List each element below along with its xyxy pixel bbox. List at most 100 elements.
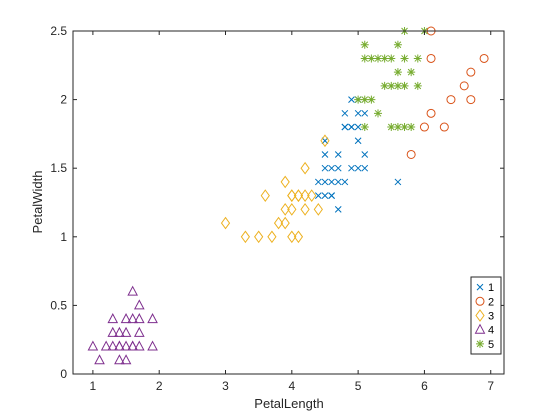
y-tick-label: 0 bbox=[60, 367, 67, 381]
data-point-series-4 bbox=[133, 299, 145, 310]
data-point-series-3 bbox=[293, 230, 304, 244]
data-point-series-1 bbox=[328, 192, 335, 199]
data-point-series-3 bbox=[300, 189, 310, 202]
data-point-series-5 bbox=[354, 95, 363, 104]
x-tick-label: 4 bbox=[288, 379, 295, 393]
data-point-series-4 bbox=[127, 313, 139, 324]
data-point-series-3 bbox=[307, 189, 317, 202]
data-point-series-4 bbox=[120, 326, 132, 337]
data-point-series-5 bbox=[374, 54, 383, 63]
data-point-series-4 bbox=[133, 326, 145, 337]
data-point-series-1 bbox=[334, 206, 342, 213]
data-point-series-3 bbox=[273, 216, 284, 230]
data-point-series-5 bbox=[413, 54, 422, 63]
data-point-series-3 bbox=[267, 230, 277, 244]
x-axis: 1 2 3 4 5 6 7 bbox=[90, 31, 494, 393]
data-point-series-4 bbox=[107, 326, 119, 337]
data-point-series-5 bbox=[374, 109, 383, 118]
data-point-series-4 bbox=[94, 354, 105, 365]
data-point-series-5 bbox=[393, 123, 402, 132]
data-point-series-5 bbox=[393, 81, 402, 90]
data-point-series-1 bbox=[361, 109, 369, 117]
data-point-series-4 bbox=[127, 285, 139, 296]
data-point-series-1 bbox=[328, 178, 335, 186]
x-axis-label: PetalLength bbox=[254, 396, 323, 411]
data-point-series-1 bbox=[334, 151, 342, 158]
data-point-series-3 bbox=[280, 175, 290, 189]
data-point-series-5 bbox=[360, 54, 369, 63]
data-point-series-1 bbox=[361, 164, 369, 172]
y-tick-label: 1.5 bbox=[50, 161, 67, 175]
legend-label-1: 1 bbox=[488, 282, 494, 294]
data-point-series-3 bbox=[313, 203, 323, 216]
data-point-series-2 bbox=[419, 122, 429, 132]
data-point-series-5 bbox=[367, 54, 376, 63]
x-tick-label: 6 bbox=[421, 379, 428, 393]
data-point-series-5 bbox=[360, 40, 369, 49]
legend-marker-5 bbox=[476, 339, 484, 348]
plot-area-frame bbox=[72, 30, 505, 375]
data-point-series-5 bbox=[407, 123, 416, 132]
data-point-series-1 bbox=[314, 178, 322, 186]
x-tick-label: 5 bbox=[355, 379, 362, 393]
legend-label-3: 3 bbox=[488, 311, 494, 323]
data-point-series-3 bbox=[240, 230, 251, 244]
data-point-series-5 bbox=[367, 95, 376, 104]
data-point-series-3 bbox=[220, 216, 231, 230]
data-point-series-1 bbox=[361, 151, 369, 158]
data-point-series-3 bbox=[300, 203, 310, 216]
data-marks bbox=[87, 26, 489, 365]
data-point-series-1 bbox=[341, 123, 349, 131]
legend: 1 2 3 4 5 bbox=[470, 276, 502, 355]
data-point-series-2 bbox=[479, 53, 489, 63]
data-point-series-4 bbox=[120, 354, 132, 365]
legend-label-2: 2 bbox=[488, 296, 494, 308]
data-point-series-5 bbox=[400, 54, 409, 63]
data-point-series-1 bbox=[334, 178, 342, 186]
data-point-series-4 bbox=[87, 340, 99, 351]
data-point-series-1 bbox=[341, 178, 349, 186]
data-point-series-1 bbox=[354, 137, 362, 145]
data-point-series-4 bbox=[107, 313, 119, 324]
data-point-series-1 bbox=[354, 123, 362, 131]
data-point-series-4 bbox=[147, 313, 158, 324]
data-point-series-5 bbox=[380, 81, 389, 90]
data-point-series-4 bbox=[120, 313, 132, 324]
data-point-series-2 bbox=[426, 53, 436, 63]
data-point-series-5 bbox=[387, 123, 396, 132]
data-point-series-1 bbox=[348, 123, 355, 131]
data-point-series-3 bbox=[260, 189, 270, 202]
data-point-series-5 bbox=[413, 81, 422, 90]
y-tick-label: 2.5 bbox=[50, 24, 67, 38]
data-point-series-4 bbox=[127, 340, 139, 351]
legend-marker-2 bbox=[475, 296, 485, 306]
y-axis-label: PetalWidth bbox=[30, 171, 45, 234]
data-point-series-1 bbox=[394, 178, 402, 186]
legend-marker-4 bbox=[474, 323, 486, 334]
x-tick-label: 7 bbox=[487, 379, 494, 393]
x-tick-label: 2 bbox=[156, 379, 163, 393]
data-point-series-3 bbox=[287, 189, 297, 202]
legend-label-4: 4 bbox=[488, 325, 494, 337]
data-point-series-4 bbox=[147, 340, 158, 351]
data-point-series-3 bbox=[287, 203, 297, 216]
data-point-series-1 bbox=[354, 109, 362, 117]
data-point-series-1 bbox=[341, 109, 349, 117]
data-point-series-4 bbox=[114, 326, 125, 337]
y-axis: 0 0.5 1 1.5 2 2.5 bbox=[50, 24, 504, 381]
data-point-series-3 bbox=[254, 230, 264, 244]
y-tick-label: 1 bbox=[60, 230, 67, 244]
data-point-series-5 bbox=[360, 95, 369, 104]
data-point-series-2 bbox=[459, 81, 469, 91]
x-tick-label: 3 bbox=[222, 379, 229, 393]
data-point-series-5 bbox=[393, 68, 402, 77]
data-point-series-1 bbox=[321, 151, 329, 158]
data-point-series-5 bbox=[387, 54, 396, 63]
data-point-series-3 bbox=[287, 230, 297, 244]
data-point-series-2 bbox=[446, 95, 456, 105]
data-point-series-3 bbox=[280, 203, 290, 216]
data-point-series-1 bbox=[348, 164, 355, 172]
data-point-series-4 bbox=[120, 340, 132, 351]
data-point-series-3 bbox=[293, 189, 304, 202]
